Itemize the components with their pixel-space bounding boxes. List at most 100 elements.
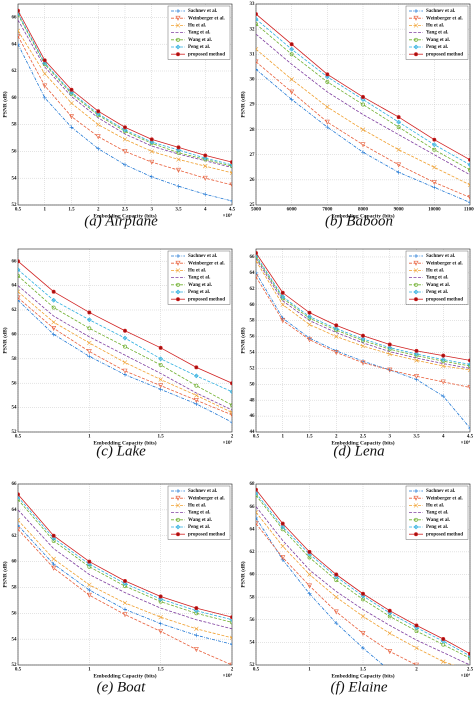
data-point (396, 162, 402, 168)
data-point (396, 170, 401, 175)
data-point (256, 59, 259, 65)
data-point (123, 328, 127, 333)
y-tick-label: 68 (250, 482, 256, 487)
x-tick-label: 10000 (428, 208, 441, 213)
y-axis-label: PSNR (dB) (1, 327, 8, 353)
data-point (361, 150, 365, 155)
data-point (396, 115, 401, 120)
data-point (324, 119, 330, 125)
data-point (396, 119, 402, 125)
legend-label: Hu et al. (426, 24, 445, 29)
x-tick-label: 1 (44, 208, 47, 213)
legend-marker (175, 289, 181, 295)
data-point (87, 559, 92, 564)
series-line (18, 44, 232, 202)
legend-marker (175, 524, 181, 530)
legend-label: Sachnev et al. (188, 9, 218, 14)
data-point (387, 351, 392, 357)
x-tick-label: 1.5 (68, 208, 75, 213)
data-point (280, 294, 286, 300)
panel: 52 54 56 58 60 62 64 66 68 0.5 1 1.5 2 2.5 Embedding C… (239, 482, 473, 695)
data-point (414, 348, 419, 353)
data-point (122, 137, 128, 142)
x-tick-label: 2 (231, 668, 234, 673)
data-point (467, 182, 470, 188)
data-point (256, 22, 258, 27)
legend-label: Peng et al. (426, 290, 449, 295)
data-point (432, 137, 437, 142)
data-point (194, 626, 199, 632)
x-tick-label: 0.5 (253, 668, 260, 673)
data-point (387, 367, 393, 373)
data-point (18, 267, 21, 273)
caption: (c) Lake (96, 443, 146, 459)
data-point (176, 147, 181, 153)
data-point (123, 344, 127, 349)
legend-label: Hu et al. (426, 269, 445, 274)
y-axis-label: PSNR (dB) (1, 561, 8, 587)
y-tick-label: 46 (250, 414, 256, 419)
data-point (149, 159, 155, 165)
data-point (256, 255, 258, 259)
y-tick-label: 64 (250, 271, 256, 276)
data-point (256, 515, 258, 520)
series-line (256, 61, 470, 198)
data-point (202, 155, 208, 161)
legend-label: Wang et al. (188, 38, 213, 43)
data-point (123, 125, 127, 130)
data-point (51, 297, 57, 303)
data-point (51, 565, 57, 571)
data-point (122, 127, 128, 133)
series-layer (18, 259, 232, 425)
data-point (51, 332, 56, 337)
series-layer (256, 251, 470, 431)
data-point (230, 160, 232, 165)
data-point (432, 165, 437, 170)
x-tick-label: 1 (88, 435, 91, 440)
y-tick-label: 56 (12, 150, 18, 155)
x-scale-label: ×10⁴ (461, 673, 471, 679)
data-point (230, 615, 232, 620)
data-point (229, 389, 232, 395)
y-tick-label: 62 (12, 69, 18, 74)
y-tick-label: 60 (250, 573, 256, 578)
plot-frame (255, 248, 471, 433)
data-point (158, 629, 164, 635)
x-tick-label: 4 (442, 435, 445, 440)
x-tick-label: 1.5 (360, 668, 367, 673)
data-point (122, 368, 128, 374)
data-point (468, 358, 470, 363)
legend-label: Peng et al. (188, 45, 211, 50)
x-tick-label: 11000 (464, 208, 474, 213)
data-point (432, 185, 437, 190)
data-point (360, 343, 366, 349)
data-point (51, 325, 57, 331)
y-tick-label: 66 (12, 259, 18, 264)
data-point (176, 167, 181, 173)
data-point (230, 420, 232, 425)
x-tick-label: 2 (97, 208, 100, 213)
legend-marker (176, 37, 180, 42)
data-point (468, 157, 470, 162)
data-point (468, 686, 472, 690)
data-point (18, 259, 20, 264)
data-point (431, 180, 437, 186)
plot-frame (255, 3, 471, 206)
plot-frame (17, 3, 233, 206)
legend: Sachnev et al. Weinberger et al. Hu et al.… (167, 5, 231, 60)
legend: Sachnev et al. Weinberger et al. Hu et al.… (405, 485, 469, 540)
data-point (307, 336, 312, 341)
data-point (333, 609, 339, 615)
data-point (176, 145, 181, 150)
legend-label: Hu et al. (188, 24, 207, 29)
y-tick-label: 60 (12, 96, 18, 101)
data-point (467, 162, 470, 168)
data-point (468, 426, 470, 431)
data-point (96, 146, 101, 151)
data-point (87, 582, 92, 588)
legend-marker (413, 289, 419, 295)
x-tick-label: 0.5 (15, 435, 22, 440)
data-point (194, 383, 199, 388)
data-point (414, 374, 419, 379)
data-point (468, 651, 470, 656)
